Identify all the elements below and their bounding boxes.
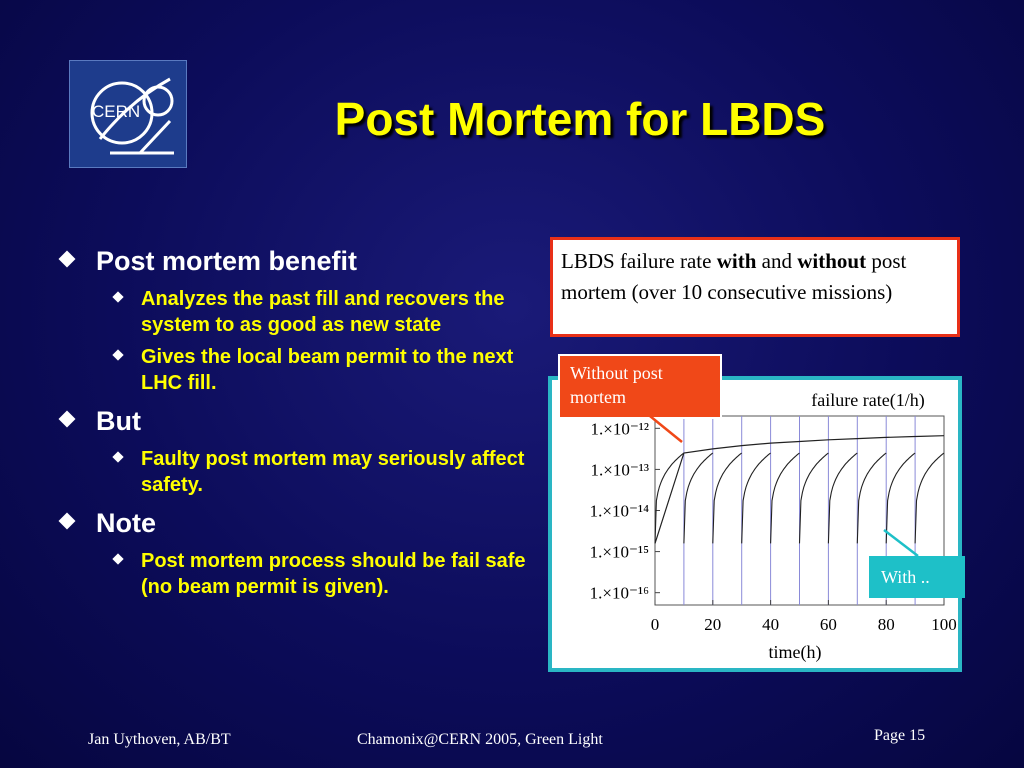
y-tick-label: 1.×10⁻¹⁶ bbox=[590, 584, 649, 603]
slide-title: Post Mortem for LBDS bbox=[334, 93, 826, 145]
failure-rate-callout: LBDS failure rate with and without post … bbox=[550, 237, 960, 337]
bullet-label: Note bbox=[96, 508, 156, 538]
sub-bullet-text: Analyzes the past fill and recovers the … bbox=[141, 288, 505, 336]
y-tick-label: 1.×10⁻¹⁵ bbox=[590, 543, 649, 562]
without-post-mortem-curve bbox=[654, 435, 945, 544]
with-post-mortem-cycle bbox=[712, 452, 743, 544]
chart-title: failure rate(1/h) bbox=[811, 390, 924, 411]
x-tick-label: 0 bbox=[651, 615, 660, 634]
svg-text:CERN: CERN bbox=[92, 102, 140, 121]
diamond-bullet-icon bbox=[112, 451, 124, 463]
sub-bullet: Faulty post mortem may seriously affect … bbox=[58, 446, 528, 498]
sub-bullet: Analyzes the past fill and recovers the … bbox=[58, 286, 528, 338]
bullet-label: Post mortem benefit bbox=[96, 246, 358, 276]
sub-bullet: Post mortem process should be fail safe … bbox=[58, 548, 528, 600]
bullet-post-mortem-benefit: Post mortem benefit bbox=[58, 242, 528, 280]
bullet-list: Post mortem benefit Analyzes the past fi… bbox=[58, 236, 528, 604]
y-tick-label: 1.×10⁻¹⁴ bbox=[590, 502, 649, 521]
with-post-mortem-cycle bbox=[654, 452, 685, 544]
with-post-mortem-cycle bbox=[914, 452, 945, 544]
diamond-bullet-icon bbox=[58, 250, 76, 268]
failure-rate-chart: 1.×10⁻¹⁶ 1.×10⁻¹⁵ 1.×10⁻¹⁴ 1.×10⁻¹³ 1.×10⁻¹²… bbox=[590, 390, 957, 663]
cern-logo-icon: CERN bbox=[90, 77, 174, 155]
x-tick-label: 20 bbox=[704, 615, 721, 634]
footer-event: Chamonix@CERN 2005, Green Light bbox=[357, 731, 603, 748]
x-axis-label: time(h) bbox=[769, 642, 822, 663]
with-post-mortem-cycle bbox=[885, 452, 916, 544]
sub-bullet: Gives the local beam permit to the next … bbox=[58, 344, 528, 396]
diamond-bullet-icon bbox=[58, 410, 76, 428]
with-post-mortem-cycle bbox=[827, 452, 858, 544]
diamond-bullet-icon bbox=[112, 553, 124, 565]
callout-text: post mortem (over 10 consecutive mission… bbox=[561, 249, 907, 304]
x-tick-label: 100 bbox=[931, 615, 957, 634]
callout-text: LBDS failure rate bbox=[561, 249, 717, 273]
callout-text: and bbox=[756, 249, 798, 273]
cern-logo: CERN bbox=[69, 60, 187, 168]
callout-with: with bbox=[716, 249, 757, 273]
with-post-mortem-cycle bbox=[856, 452, 887, 544]
diamond-bullet-icon bbox=[112, 349, 124, 361]
without-post-mortem-label: Without post mortem bbox=[558, 354, 722, 419]
x-tick-label: 60 bbox=[820, 615, 837, 634]
failure-rate-plot: 1.×10⁻¹⁶ 1.×10⁻¹⁵ 1.×10⁻¹⁴ 1.×10⁻¹³ 1.×10⁻¹²… bbox=[548, 376, 962, 672]
with-post-mortem-cycle bbox=[683, 452, 714, 544]
x-tick-label: 40 bbox=[762, 615, 779, 634]
diamond-bullet-icon bbox=[58, 512, 76, 530]
with-post-mortem-cycle bbox=[741, 452, 771, 544]
footer-author: Jan Uythoven, AB/BT bbox=[88, 731, 231, 748]
bullet-note: Note bbox=[58, 504, 528, 542]
with-post-mortem-cycle bbox=[770, 452, 800, 544]
with-post-mortem-label: With .. bbox=[869, 556, 965, 598]
diamond-bullet-icon bbox=[112, 291, 124, 303]
sub-bullet-text: Gives the local beam permit to the next … bbox=[141, 346, 514, 394]
y-tick-label: 1.×10⁻¹³ bbox=[590, 460, 649, 479]
footer-page-number: Page 15 bbox=[874, 727, 926, 744]
with-post-mortem-cycle bbox=[798, 452, 829, 544]
bullet-but: But bbox=[58, 402, 528, 440]
sub-bullet-text: Faulty post mortem may seriously affect … bbox=[141, 448, 525, 496]
callout-without: without bbox=[797, 249, 867, 273]
y-tick-label: 1.×10⁻¹² bbox=[590, 419, 649, 438]
sub-bullet-text: Post mortem process should be fail safe … bbox=[141, 550, 526, 598]
x-tick-label: 80 bbox=[878, 615, 895, 634]
bullet-label: But bbox=[96, 406, 141, 436]
